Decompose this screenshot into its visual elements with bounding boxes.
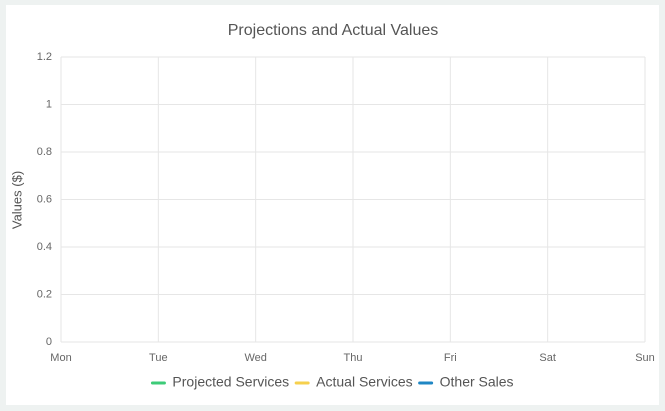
x-tick-label: Thu [344,352,363,364]
x-tick-label: Tue [149,352,168,364]
y-tick-label: 0.2 [37,288,52,300]
y-tick-label: 1 [46,98,52,110]
x-tick-label: Sun [635,352,655,364]
x-tick-label: Wed [244,352,266,364]
y-tick-label: 1.2 [37,51,52,63]
y-tick-label: 0 [46,336,52,348]
card [6,5,659,405]
y-tick-label: 0.6 [37,193,52,205]
x-tick-label: Fri [444,352,457,364]
y-tick-label: 0.8 [37,146,52,158]
legend-label: Actual Services [316,374,412,390]
y-tick-label: 0.4 [37,241,52,253]
x-tick-label: Sat [539,352,556,364]
x-tick-label: Mon [50,352,71,364]
y-axis-label: Values ($) [9,171,24,229]
chart-title: Projections and Actual Values [228,22,439,39]
legend-label: Projected Services [172,374,289,390]
legend-label: Other Sales [440,374,514,390]
